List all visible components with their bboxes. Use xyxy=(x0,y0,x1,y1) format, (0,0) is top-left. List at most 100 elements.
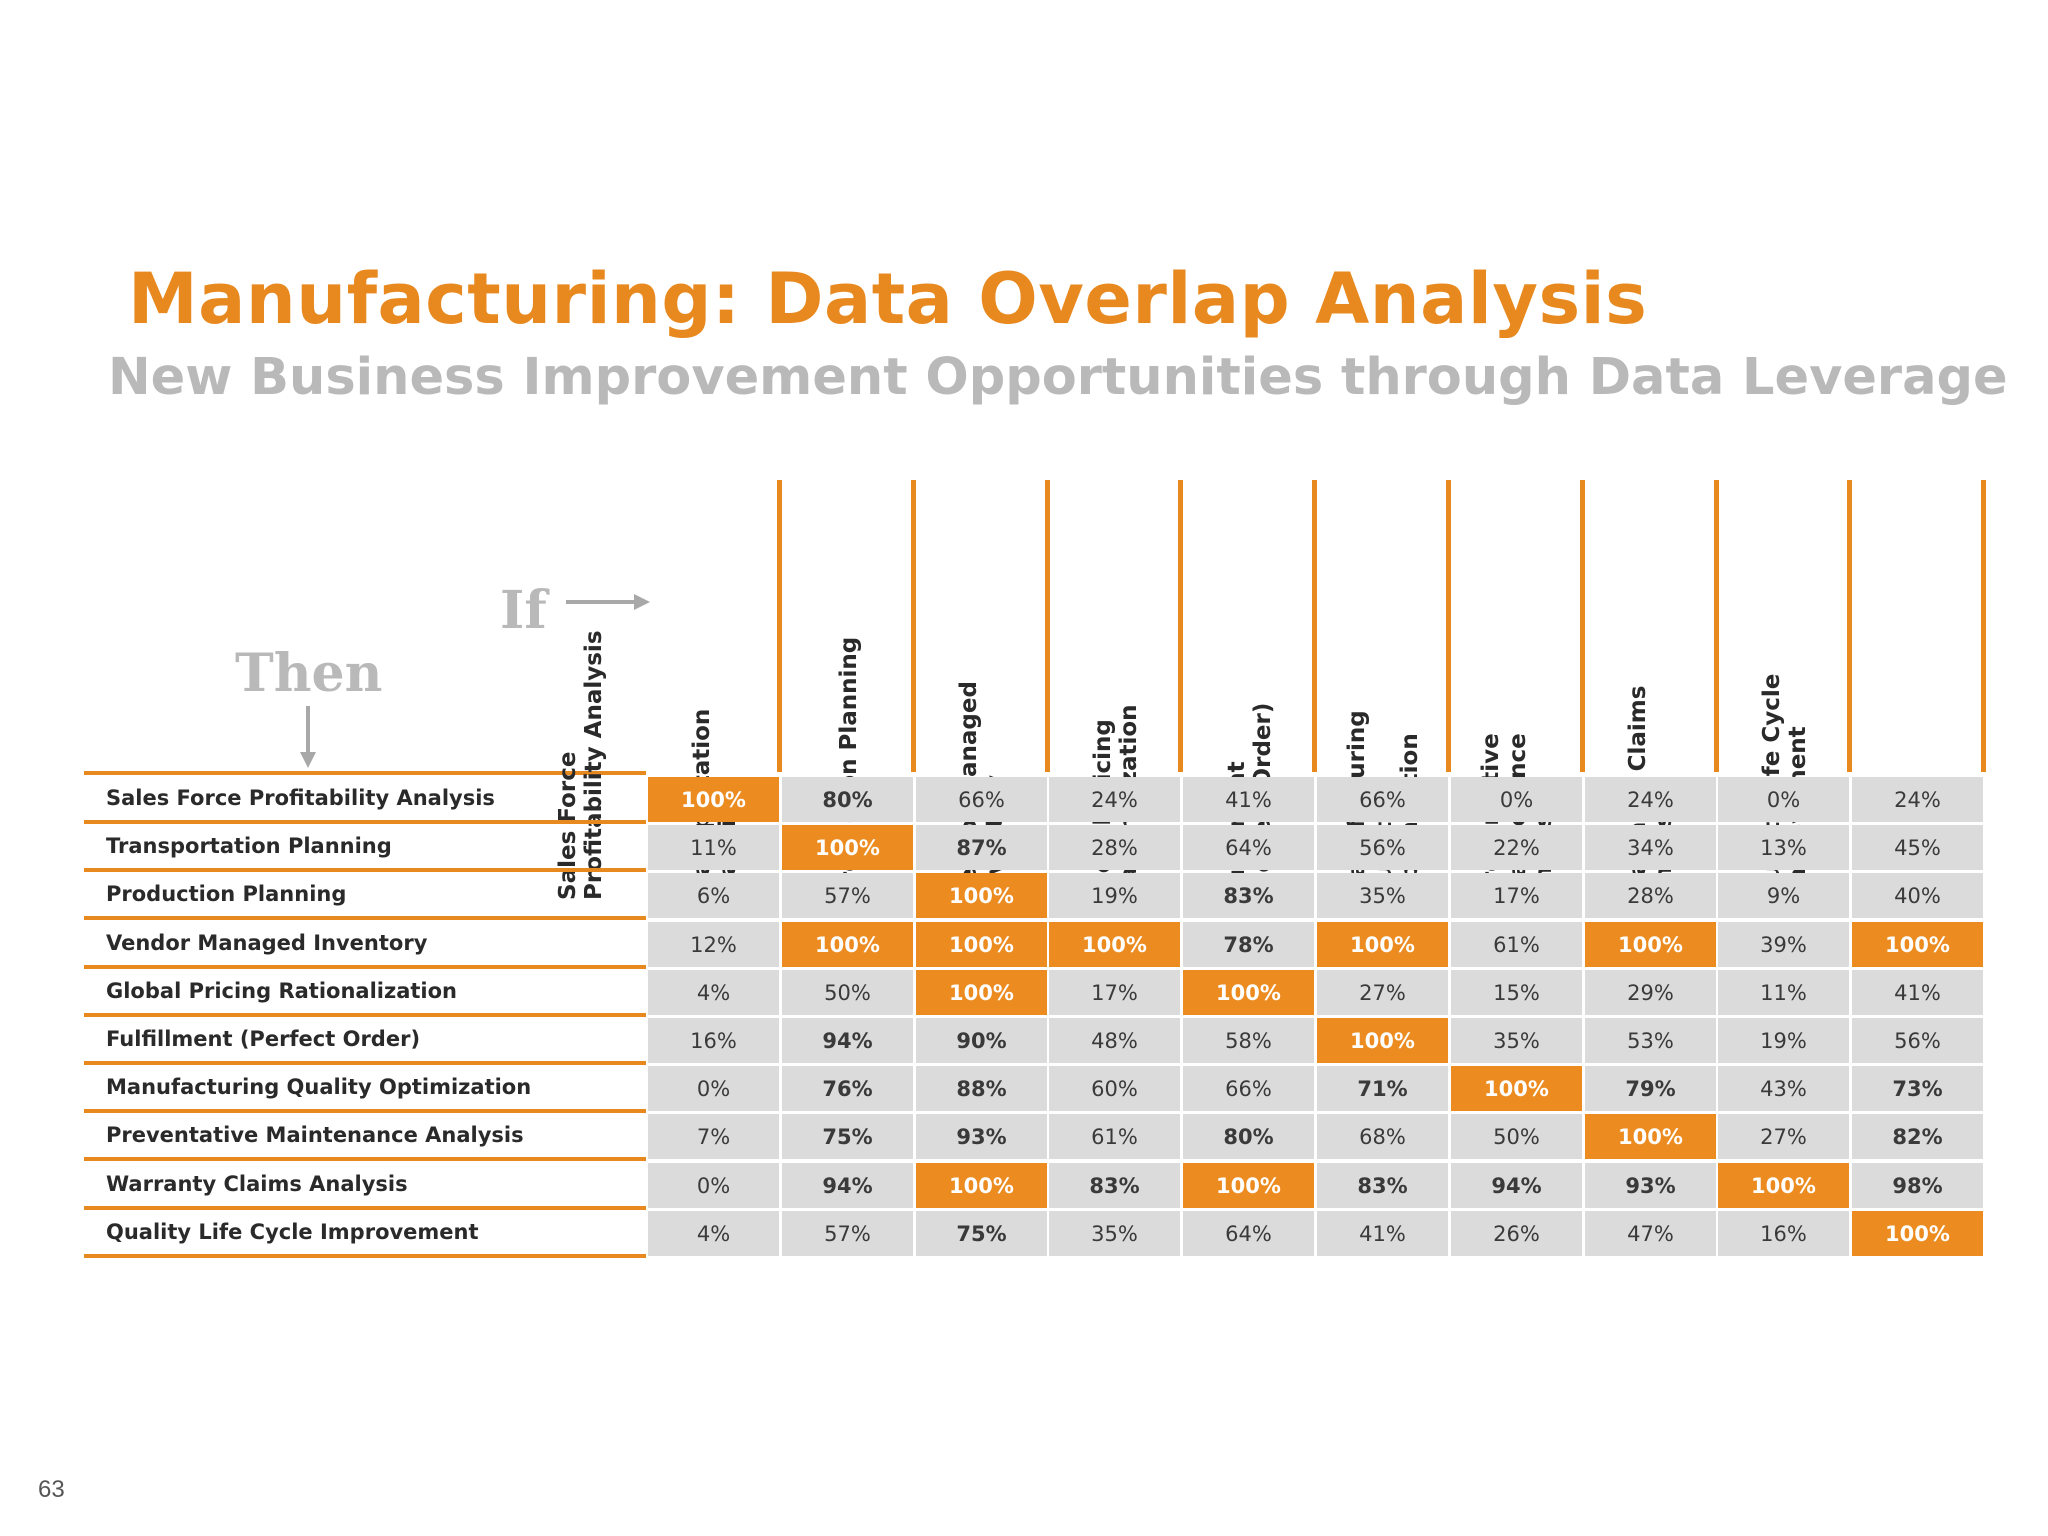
matrix-cell: 93% xyxy=(1585,1163,1716,1208)
matrix-cell: 100% xyxy=(782,825,913,870)
matrix-cell: 93% xyxy=(916,1114,1047,1159)
matrix-cell: 82% xyxy=(1852,1114,1983,1159)
matrix-cell: 6% xyxy=(648,873,779,918)
matrix-cell: 90% xyxy=(916,1018,1047,1063)
row-label: Production Planning xyxy=(84,872,646,920)
matrix-cell: 9% xyxy=(1718,873,1849,918)
matrix-cell: 64% xyxy=(1183,1211,1314,1256)
matrix-cell: 80% xyxy=(1183,1114,1314,1159)
matrix-cell: 43% xyxy=(1718,1066,1849,1111)
matrix-cell: 13% xyxy=(1718,825,1849,870)
down-arrow-icon xyxy=(300,706,316,768)
row-label: Warranty Claims Analysis xyxy=(84,1162,646,1210)
matrix-cell: 35% xyxy=(1451,1018,1582,1063)
page-number: 63 xyxy=(38,1476,65,1503)
matrix-cell: 45% xyxy=(1852,825,1983,870)
row-label: Sales Force Profitability Analysis xyxy=(84,776,646,824)
matrix-cell: 83% xyxy=(1317,1163,1448,1208)
matrix-cell: 78% xyxy=(1183,922,1314,967)
matrix-cell: 94% xyxy=(782,1018,913,1063)
matrix-cell: 11% xyxy=(648,825,779,870)
matrix-cell: 0% xyxy=(1451,777,1582,822)
matrix-cell: 80% xyxy=(782,777,913,822)
matrix-cell: 50% xyxy=(1451,1114,1582,1159)
matrix-cell: 83% xyxy=(1183,873,1314,918)
matrix-cell: 60% xyxy=(1049,1066,1180,1111)
matrix-cell: 88% xyxy=(916,1066,1047,1111)
matrix-cell: 47% xyxy=(1585,1211,1716,1256)
page-title: Manufacturing: Data Overlap Analysis xyxy=(128,258,1648,340)
if-label: If xyxy=(500,580,547,641)
right-arrow-icon xyxy=(566,594,650,610)
matrix-cell: 39% xyxy=(1718,922,1849,967)
row-label: Quality Life Cycle Improvement xyxy=(84,1210,646,1258)
column-header: Global Pricing Rationalization xyxy=(1090,480,1317,900)
matrix-cell: 56% xyxy=(1852,1018,1983,1063)
matrix-cell: 66% xyxy=(1183,1066,1314,1111)
matrix-cell: 100% xyxy=(916,970,1047,1015)
matrix-cell: 7% xyxy=(648,1114,779,1159)
matrix-cell: 41% xyxy=(1852,970,1983,1015)
matrix-cell: 56% xyxy=(1317,825,1448,870)
matrix-cell: 48% xyxy=(1049,1018,1180,1063)
matrix-cell: 0% xyxy=(1718,777,1849,822)
matrix-cell: 27% xyxy=(1718,1114,1849,1159)
column-header: Manufacturing Quality Optimization xyxy=(1344,480,1585,900)
matrix-cell: 75% xyxy=(916,1211,1047,1256)
matrix-cell: 41% xyxy=(1183,777,1314,822)
matrix-cell: 94% xyxy=(1451,1163,1582,1208)
matrix-cell: 100% xyxy=(1317,922,1448,967)
matrix-cell: 28% xyxy=(1049,825,1180,870)
column-header: Warranty Claims Analysis xyxy=(1625,480,1852,900)
matrix-cell: 17% xyxy=(1451,873,1582,918)
matrix-cell: 100% xyxy=(1183,970,1314,1015)
column-header: Production Planning xyxy=(836,480,1050,900)
matrix-cell: 19% xyxy=(1718,1018,1849,1063)
matrix-cell: 16% xyxy=(1718,1211,1849,1256)
matrix-cell: 83% xyxy=(1049,1163,1180,1208)
matrix-cell: 4% xyxy=(648,970,779,1015)
matrix-cell: 40% xyxy=(1852,873,1983,918)
matrix-cell: 64% xyxy=(1183,825,1314,870)
matrix-cell: 4% xyxy=(648,1211,779,1256)
matrix-cell: 24% xyxy=(1049,777,1180,822)
matrix-cell: 100% xyxy=(1852,1211,1983,1256)
column-header: Quality Life Cycle Improvement xyxy=(1759,480,1986,900)
matrix-cell: 100% xyxy=(1451,1066,1582,1111)
matrix-cell: 61% xyxy=(1451,922,1582,967)
matrix-cell: 100% xyxy=(1585,922,1716,967)
matrix-cell: 29% xyxy=(1585,970,1716,1015)
matrix-cell: 87% xyxy=(916,825,1047,870)
matrix-cell: 94% xyxy=(782,1163,913,1208)
matrix-cell: 57% xyxy=(782,1211,913,1256)
matrix-cell: 50% xyxy=(782,970,913,1015)
matrix-cell: 58% xyxy=(1183,1018,1314,1063)
matrix-cell: 24% xyxy=(1852,777,1983,822)
matrix-cell: 35% xyxy=(1049,1211,1180,1256)
column-header: Preventative Maintenance Analysis xyxy=(1478,480,1719,900)
matrix-cell: 34% xyxy=(1585,825,1716,870)
matrix-cell: 0% xyxy=(648,1066,779,1111)
matrix-cell: 27% xyxy=(1317,970,1448,1015)
column-header: Fulfillment (Perfect Order) xyxy=(1224,480,1451,900)
header-rule xyxy=(84,771,646,775)
matrix-cell: 100% xyxy=(648,777,779,822)
matrix-cell: 61% xyxy=(1049,1114,1180,1159)
matrix-cell: 11% xyxy=(1718,970,1849,1015)
matrix-cell: 68% xyxy=(1317,1114,1448,1159)
matrix-cell: 15% xyxy=(1451,970,1582,1015)
matrix-cell: 100% xyxy=(1183,1163,1314,1208)
page-subtitle: New Business Improvement Opportunities t… xyxy=(108,348,2008,407)
matrix-cell: 100% xyxy=(1852,922,1983,967)
then-label: Then xyxy=(235,643,383,704)
row-label: Fulfillment (Perfect Order) xyxy=(84,1017,646,1065)
matrix-cell: 71% xyxy=(1317,1066,1448,1111)
matrix-cell: 53% xyxy=(1585,1018,1716,1063)
row-label: Global Pricing Rationalization xyxy=(84,969,646,1017)
matrix-cell: 100% xyxy=(1317,1018,1448,1063)
matrix-cell: 19% xyxy=(1049,873,1180,918)
row-label: Transportation Planning xyxy=(84,824,646,872)
matrix-cell: 100% xyxy=(1718,1163,1849,1208)
matrix-cell: 28% xyxy=(1585,873,1716,918)
column-header: Transportation Planning xyxy=(689,480,916,900)
